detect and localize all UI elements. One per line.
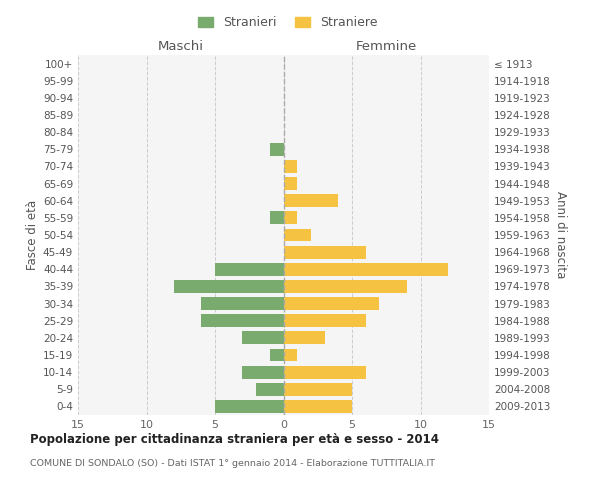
Bar (270, 348, 284, 362)
Bar (270, 212, 284, 224)
Bar (284, 383, 352, 396)
Bar (284, 194, 338, 207)
Bar (284, 332, 325, 344)
Text: Popolazione per cittadinanza straniera per età e sesso - 2014: Popolazione per cittadinanza straniera p… (30, 432, 439, 446)
Bar (284, 212, 297, 224)
Bar (284, 228, 311, 241)
Y-axis label: Fasce di età: Fasce di età (26, 200, 39, 270)
Bar (284, 246, 366, 258)
Bar (284, 280, 407, 293)
Bar (284, 177, 297, 190)
Text: COMUNE DI SONDALO (SO) - Dati ISTAT 1° gennaio 2014 - Elaborazione TUTTITALIA.IT: COMUNE DI SONDALO (SO) - Dati ISTAT 1° g… (30, 459, 435, 468)
Bar (284, 366, 366, 378)
Bar (284, 348, 297, 362)
Text: Maschi: Maschi (158, 40, 204, 54)
Y-axis label: Anni di nascita: Anni di nascita (554, 192, 567, 278)
Bar (215, 400, 284, 413)
Text: Femmine: Femmine (356, 40, 417, 54)
Bar (284, 263, 448, 276)
Legend: Stranieri, Straniere: Stranieri, Straniere (193, 11, 383, 34)
Bar (284, 297, 379, 310)
Bar (284, 400, 352, 413)
Bar (284, 314, 366, 327)
Bar (284, 160, 297, 173)
Bar (242, 332, 284, 344)
Bar (202, 297, 284, 310)
Bar (202, 314, 284, 327)
Bar (270, 143, 284, 156)
Bar (242, 366, 284, 378)
Bar (174, 280, 284, 293)
Bar (256, 383, 284, 396)
Bar (215, 263, 284, 276)
